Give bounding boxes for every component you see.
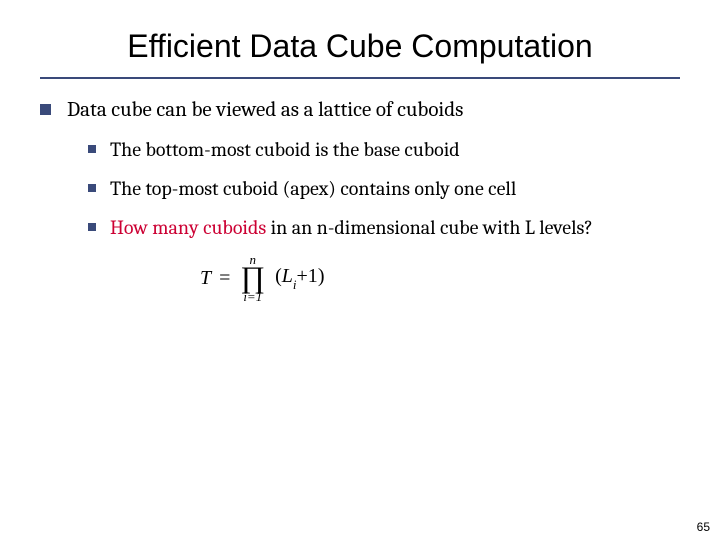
page-number: 65: [697, 520, 710, 534]
square-bullet-icon: [88, 184, 96, 192]
formula-tail: +1: [297, 265, 318, 287]
slide: Efficient Data Cube Computation Data cub…: [0, 0, 720, 540]
bullet-level2: The bottom-most cuboid is the base cuboi…: [88, 136, 680, 163]
product-symbol: n ∏ i=1: [240, 253, 265, 303]
bullet-text: Data cube can be viewed as a lattice of …: [67, 97, 463, 124]
pi-icon: ∏: [240, 264, 265, 291]
bullet-text: The top-most cuboid (apex) contains only…: [110, 175, 516, 202]
bullet-level2: How many cuboids in an n-dimensional cub…: [88, 214, 680, 241]
highlight-text: How many cuboids: [110, 216, 266, 239]
formula-lhs: T: [200, 267, 211, 290]
bullet-level2: The top-most cuboid (apex) contains only…: [88, 175, 680, 202]
equals-sign: =: [219, 267, 230, 290]
title-underline: [40, 77, 680, 79]
bullet-text: How many cuboids in an n-dimensional cub…: [110, 214, 593, 241]
bullet-text: The bottom-most cuboid is the base cuboi…: [110, 136, 460, 163]
square-bullet-icon: [40, 104, 51, 115]
formula-term: (Li+1): [275, 265, 324, 291]
bullet-level1: Data cube can be viewed as a lattice of …: [40, 97, 680, 124]
bullet-text-rest: in an n-dimensional cube with L levels?: [266, 216, 593, 239]
formula: T = n ∏ i=1 (Li+1): [200, 253, 680, 303]
formula-var: L: [282, 265, 293, 287]
formula-subscript: i: [293, 277, 297, 292]
square-bullet-icon: [88, 223, 96, 231]
square-bullet-icon: [88, 145, 96, 153]
product-lower: i=1: [243, 290, 262, 303]
slide-title: Efficient Data Cube Computation: [40, 20, 680, 77]
